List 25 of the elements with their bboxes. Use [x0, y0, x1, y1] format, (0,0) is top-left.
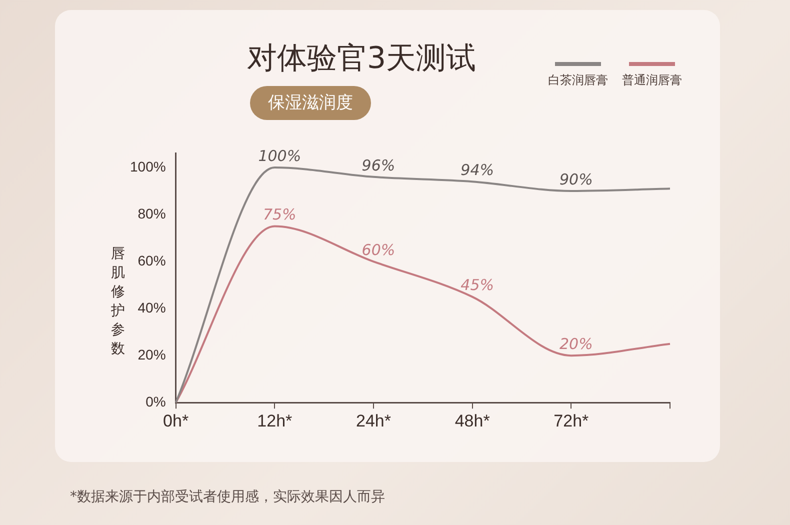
text: *数据来源于内部受试者使用感，实际效果因人而异 [70, 488, 385, 506]
x-tick-label: 24h* [356, 411, 392, 430]
x-tick-label: 0h* [163, 411, 189, 430]
x-tick-label: 12h* [257, 411, 293, 430]
text: 90% [559, 170, 593, 188]
y-tick-label: 100% [130, 158, 166, 174]
text: 96% [362, 156, 396, 174]
chart-title: 对体验官3天测试 [247, 40, 476, 78]
legend-label: 普通润唇膏 [622, 72, 682, 89]
y-tick-label: 0% [146, 393, 166, 410]
y-tick-label: 80% [138, 205, 166, 222]
text: 100% [258, 146, 302, 165]
y-tick-label: 40% [138, 299, 166, 316]
text: 45% [460, 276, 494, 294]
chart-subtitle: 保湿滋润度 [250, 86, 371, 120]
text: 60% [362, 240, 396, 259]
x-tick-label: 48h* [454, 411, 490, 430]
text: 75% [262, 206, 296, 224]
text: 94% [460, 161, 494, 179]
text: 20% [559, 334, 593, 353]
y-tick-label: 60% [138, 252, 166, 268]
x-tick-label: 72h* [554, 411, 590, 430]
y-axis-title: 唇肌修护参数 [110, 245, 126, 359]
y-tick-label: 20% [138, 346, 166, 362]
legend-label: 白茶润唇膏 [548, 72, 608, 89]
